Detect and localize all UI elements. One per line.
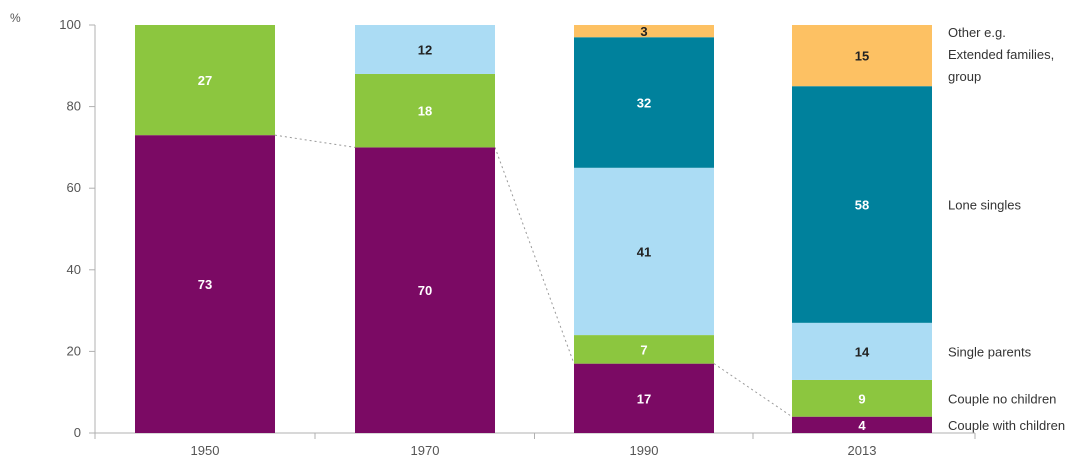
data-label: 32 (637, 96, 651, 111)
bar-segment-lone-singles (574, 37, 714, 168)
legend: Couple with children Couple no children Si… (948, 25, 1065, 433)
connector-segment (713, 363, 793, 418)
connector-segment (274, 134, 356, 148)
y-tick-label: 80 (67, 99, 81, 114)
data-label: 18 (418, 104, 432, 119)
legend-couple-with-children: Couple with children (948, 418, 1065, 433)
couple-with-children-connector (274, 134, 793, 418)
legend-couple-no-children: Couple no children (948, 391, 1056, 406)
data-label: 4 (858, 418, 866, 433)
bar-segment-couple-with-children (792, 416, 932, 433)
y-tick-label: 0 (74, 425, 81, 440)
bars: 73 27 70 18 12 17 7 41 32 3 4 9 14 58 15 (135, 24, 932, 433)
y-tick-label: 60 (67, 180, 81, 195)
bar-1970: 70 18 12 (355, 25, 495, 433)
bar-segment-other-e-g-extended-families-group (574, 25, 714, 38)
bar-segment-couple-no-children (135, 25, 275, 136)
bar-segment-single-parents (574, 167, 714, 336)
x-tick-label: 1990 (630, 443, 659, 458)
bar-segment-couple-with-children (355, 147, 495, 433)
bar-1950: 73 27 (135, 25, 275, 433)
y-tick-label: 100 (59, 17, 81, 32)
connector-segment (494, 147, 575, 364)
axes: 0 20 40 60 80 100 1950 1970 1990 2013 (59, 17, 976, 458)
bar-segment-couple-no-children (574, 335, 714, 364)
bar-segment-couple-with-children (135, 135, 275, 433)
data-label: 9 (858, 391, 865, 406)
bar-2013: 4 9 14 58 15 (792, 25, 932, 433)
data-label: 70 (418, 283, 432, 298)
data-label: 7 (640, 342, 647, 357)
data-label: 41 (637, 244, 651, 259)
bar-segment-single-parents (792, 322, 932, 380)
bar-1990: 17 7 41 32 3 (574, 24, 714, 433)
bar-segment-single-parents (355, 25, 495, 74)
legend-lone-singles: Lone singles (948, 198, 1021, 213)
data-label: 15 (855, 49, 869, 64)
x-tick-label: 1970 (411, 443, 440, 458)
y-tick-label: 20 (67, 343, 81, 358)
data-label: 73 (198, 277, 212, 292)
data-label: 58 (855, 198, 869, 213)
bar-segment-couple-no-children (792, 379, 932, 417)
legend-single-parents: Single parents (948, 344, 1032, 359)
data-label: 27 (198, 73, 212, 88)
y-unit-label: % (10, 11, 21, 25)
data-label: 3 (640, 24, 647, 39)
bar-segment-couple-with-children (574, 363, 714, 433)
x-tick-label: 2013 (848, 443, 877, 458)
legend-other-e-g-extended-families-group: Other e.g. Extended families, group (948, 25, 1054, 84)
data-label: 17 (637, 391, 651, 406)
bar-segment-couple-no-children (355, 73, 495, 148)
y-tick-label: 40 (67, 262, 81, 277)
data-label: 12 (418, 42, 432, 57)
data-label: 14 (855, 344, 870, 359)
bar-segment-other-e-g-extended-families-group (792, 25, 932, 87)
x-tick-label: 1950 (191, 443, 220, 458)
bar-segment-lone-singles (792, 86, 932, 323)
